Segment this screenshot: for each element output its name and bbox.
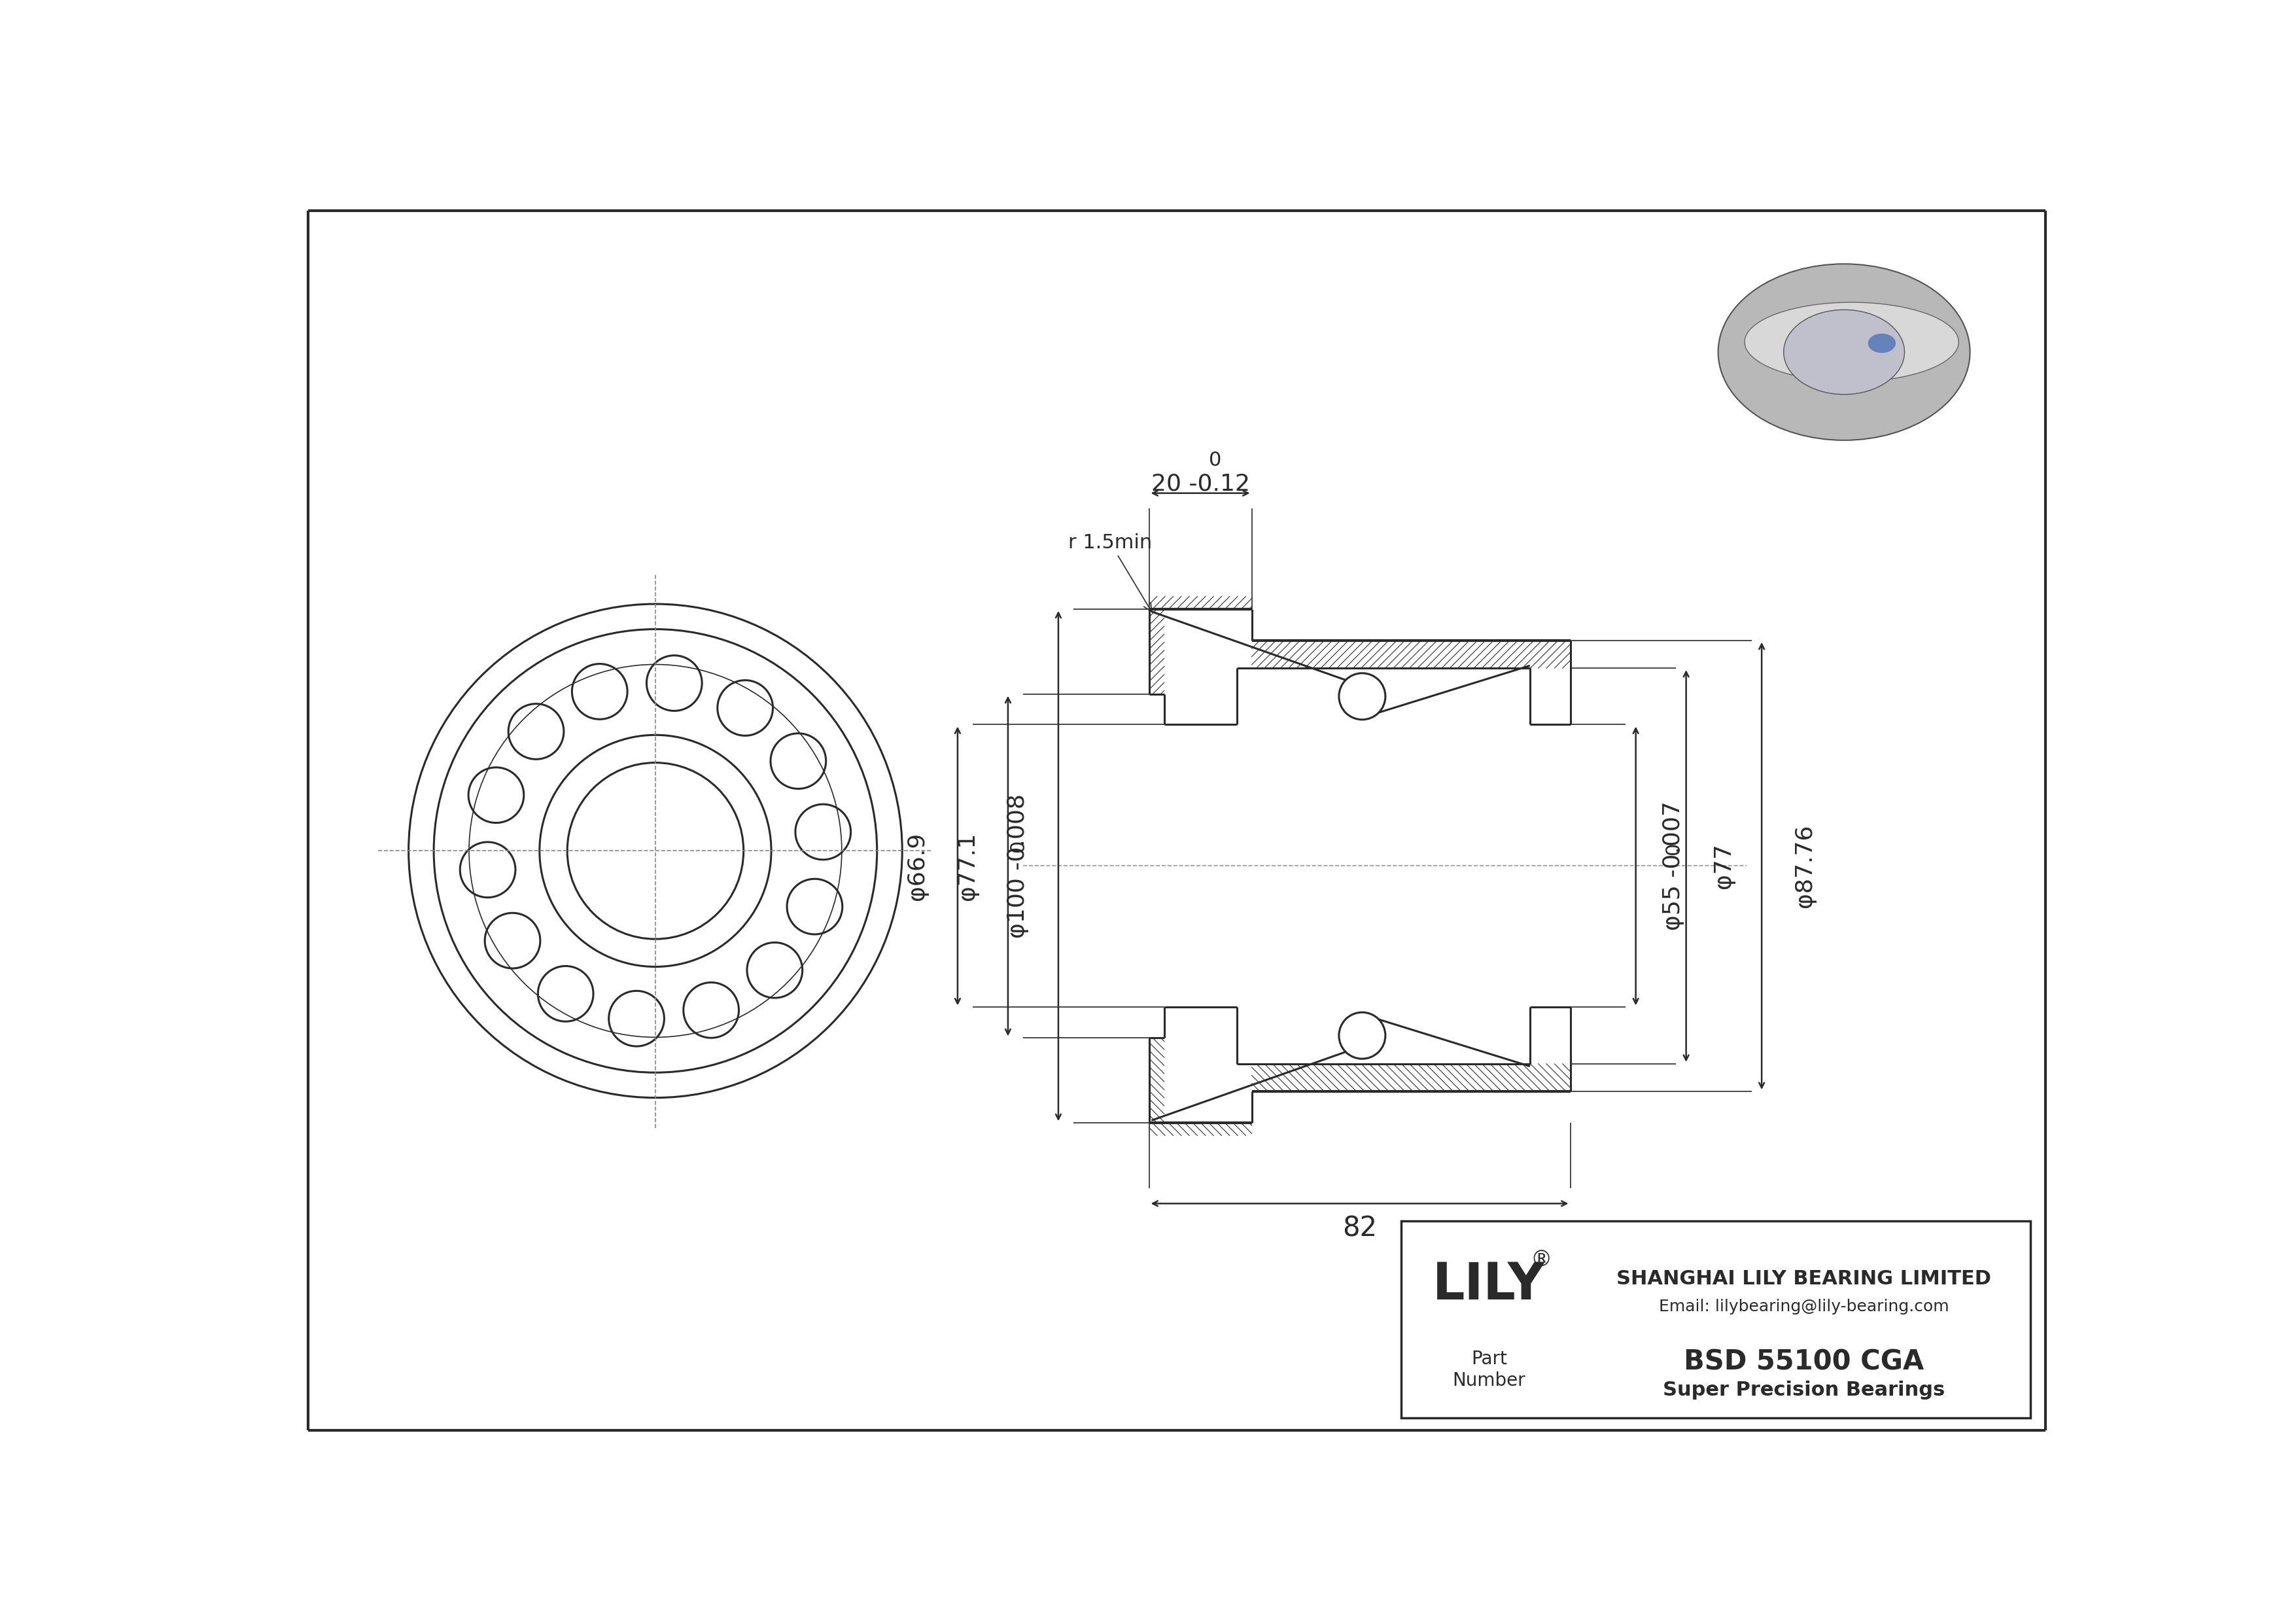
Text: Super Precision Bearings: Super Precision Bearings	[1662, 1380, 1945, 1400]
Ellipse shape	[1745, 302, 1958, 382]
Text: r 1.5min: r 1.5min	[1068, 534, 1153, 612]
Text: φ77: φ77	[1713, 843, 1736, 888]
Ellipse shape	[1869, 333, 1896, 352]
Bar	[1401, 1221, 2030, 1418]
Text: Part
Number: Part Number	[1453, 1350, 1525, 1390]
Text: 0: 0	[1210, 451, 1221, 469]
Text: φ77.1: φ77.1	[957, 831, 978, 900]
Text: φ55 -0.007: φ55 -0.007	[1662, 801, 1685, 931]
Text: φ100 -0.008: φ100 -0.008	[1008, 794, 1029, 939]
Text: φ66.9: φ66.9	[907, 831, 928, 900]
Text: SHANGHAI LILY BEARING LIMITED: SHANGHAI LILY BEARING LIMITED	[1616, 1270, 1991, 1288]
Text: ®: ®	[1529, 1249, 1552, 1270]
Text: 0: 0	[1008, 840, 1029, 853]
Text: φ87.76: φ87.76	[1793, 825, 1816, 908]
Ellipse shape	[1784, 310, 1903, 395]
Text: LILY: LILY	[1433, 1260, 1545, 1311]
Ellipse shape	[1717, 265, 1970, 440]
Text: Email: lilybearing@lily-bearing.com: Email: lilybearing@lily-bearing.com	[1658, 1299, 1949, 1315]
Text: 20 -0.12: 20 -0.12	[1150, 473, 1249, 495]
Text: BSD 55100 CGA: BSD 55100 CGA	[1683, 1348, 1924, 1376]
Text: 0: 0	[1665, 841, 1683, 854]
Text: 82: 82	[1343, 1215, 1378, 1242]
